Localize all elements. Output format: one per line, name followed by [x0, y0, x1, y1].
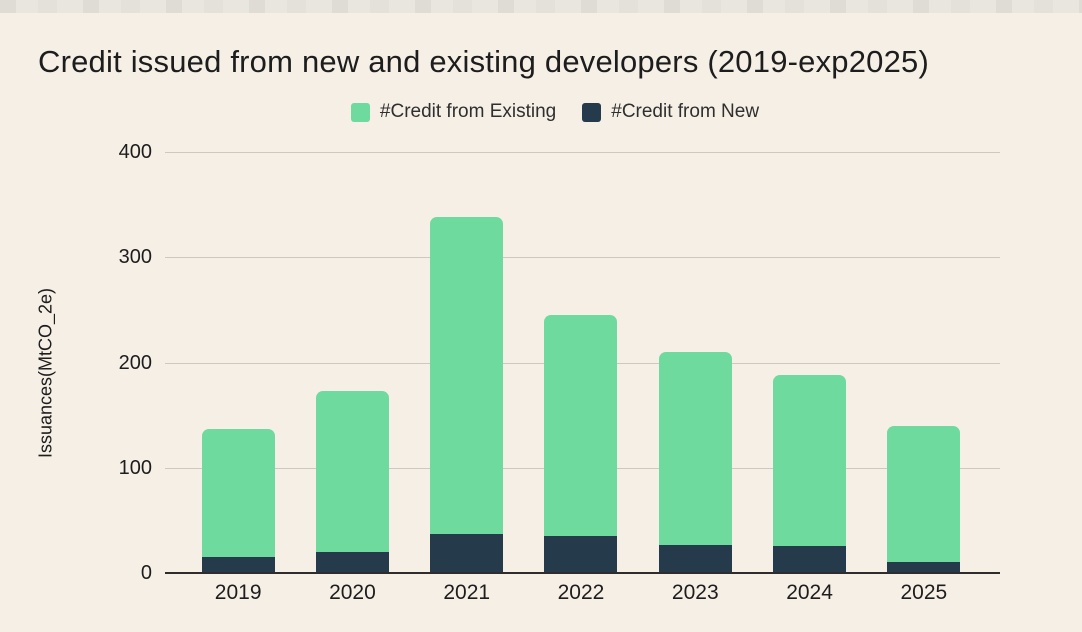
bar-segment-new-2024[interactable] [773, 545, 847, 573]
bar-segment-new-2019[interactable] [201, 557, 275, 573]
bar-stack-2023 [658, 352, 732, 573]
legend-item-new[interactable]: #Credit from New [582, 101, 759, 123]
y-tick-label-200: 200 [118, 351, 152, 374]
x-tick-label-2023: 2023 [671, 581, 719, 604]
x-tick-label-2020: 2020 [329, 581, 376, 604]
bar-group-2023 [638, 152, 752, 573]
bar-segment-existing-2020[interactable] [315, 390, 389, 552]
bar-group-2021 [410, 152, 524, 573]
bar-stack-2022 [544, 315, 618, 573]
bar-group-2025 [867, 152, 981, 573]
bar-series [181, 152, 981, 573]
bar-segment-new-2023[interactable] [658, 544, 732, 573]
screenshot-edge-artifact [0, 0, 1082, 13]
bar-stack-2020 [315, 390, 389, 573]
bar-segment-new-2021[interactable] [430, 534, 504, 573]
legend-swatch-new-icon [582, 102, 602, 122]
bar-segment-existing-2022[interactable] [544, 315, 618, 537]
x-axis-line [165, 572, 1000, 574]
legend-swatch-existing-icon [350, 102, 370, 122]
bar-segment-existing-2024[interactable] [773, 375, 847, 546]
x-tick-label-2024: 2024 [786, 581, 833, 604]
x-axis-tick-labels: 2019 2020 2021 2022 2023 2024 2025 [181, 581, 981, 605]
bar-stack-2021 [430, 217, 504, 573]
bar-group-2024 [752, 152, 866, 573]
y-tick-label-100: 100 [118, 456, 152, 479]
bar-segment-existing-2023[interactable] [658, 352, 732, 545]
x-tick-label-2021: 2021 [443, 581, 491, 604]
y-tick-label-400: 400 [118, 141, 152, 163]
chart-title: Credit issued from new and existing deve… [38, 44, 930, 79]
y-axis-title: Issuances(MtCO_2e) [35, 287, 56, 459]
bar-stack-2024 [773, 375, 847, 573]
bar-group-2020 [295, 152, 409, 573]
bar-segment-existing-2019[interactable] [201, 428, 275, 558]
legend: #Credit from Existing #Credit from New [14, 101, 1082, 123]
bar-segment-new-2022[interactable] [544, 536, 618, 573]
y-tick-label-300: 300 [118, 246, 152, 269]
x-tick-label-2025: 2025 [900, 581, 948, 604]
legend-label-new: #Credit from New [611, 101, 760, 122]
bar-stack-2025 [887, 425, 961, 573]
legend-label-existing: #Credit from Existing [379, 101, 557, 122]
y-tick-label-0: 0 [140, 562, 152, 584]
bar-segment-existing-2021[interactable] [430, 217, 504, 535]
plot-area: 0 100 200 300 400 [119, 142, 1000, 583]
legend-item-existing[interactable]: #Credit from Existing [350, 101, 557, 123]
bar-stack-2019 [201, 428, 275, 573]
gridline-300 [165, 257, 1000, 259]
bar-segment-new-2020[interactable] [315, 551, 389, 573]
x-tick-label-2022: 2022 [557, 581, 605, 604]
bar-group-2019 [181, 152, 295, 573]
x-tick-label-2019: 2019 [214, 581, 262, 604]
gridline-400 [165, 152, 1000, 153]
bar-segment-new-2025[interactable] [887, 562, 961, 573]
bar-group-2022 [524, 152, 638, 573]
bar-segment-existing-2025[interactable] [887, 425, 961, 563]
